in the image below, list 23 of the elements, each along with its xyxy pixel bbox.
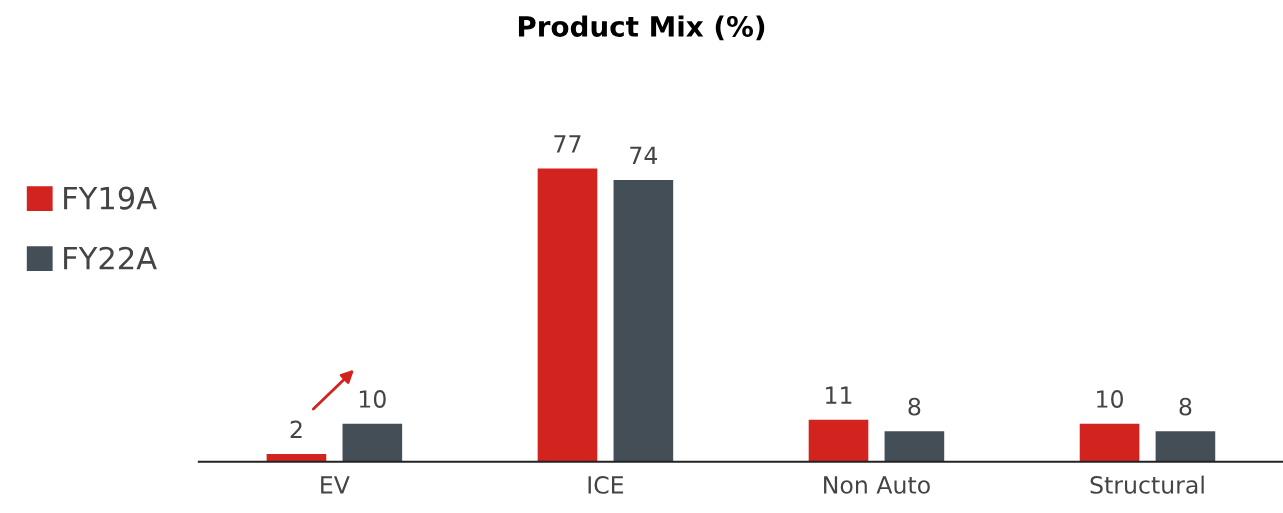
data-label: 10: [359, 390, 386, 408]
legend-label: FY22A: [64, 246, 157, 270]
data-label: 77: [554, 135, 581, 153]
data-label: 11: [826, 386, 852, 404]
x-tick-label: EV: [321, 476, 350, 494]
data-label: 2: [290, 420, 302, 439]
bar: [884, 431, 945, 462]
bar: [342, 423, 403, 462]
x-tick-label: Non Auto: [824, 476, 930, 494]
data-label: 10: [1097, 390, 1123, 408]
data-label: 74: [630, 146, 658, 164]
legend-label: FY19A: [64, 186, 157, 210]
x-tick-label: ICE: [588, 476, 624, 494]
bar: [1079, 423, 1140, 462]
bar: [537, 168, 598, 462]
x-tick-label: Structural: [1090, 475, 1204, 494]
bar: [266, 454, 327, 462]
data-label: 8: [908, 397, 921, 416]
data-label: 8: [1179, 397, 1192, 416]
bar: [613, 179, 674, 462]
bar: [1155, 431, 1216, 462]
bar: [808, 419, 869, 462]
chart-title: Product Mix (%): [518, 15, 765, 41]
